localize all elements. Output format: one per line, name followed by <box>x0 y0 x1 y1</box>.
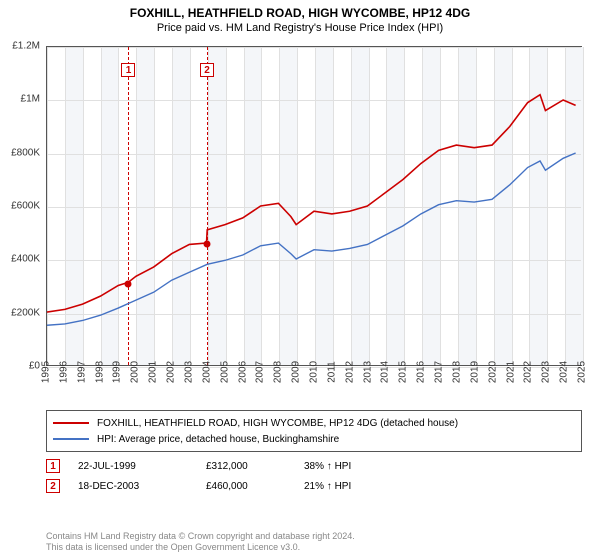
y-tick-label: £400K <box>11 254 40 265</box>
transaction-marker-icon: 2 <box>46 479 60 493</box>
transaction-table: 1 22-JUL-1999 £312,000 38% ↑ HPI 2 18-DE… <box>46 456 582 496</box>
y-tick-label: £600K <box>11 201 40 212</box>
transaction-date: 22-JUL-1999 <box>78 461 188 472</box>
series-line-property <box>47 95 576 312</box>
transaction-dot-icon <box>204 241 211 248</box>
transaction-row: 2 18-DEC-2003 £460,000 21% ↑ HPI <box>46 476 582 496</box>
y-tick-label: £1.2M <box>12 41 40 52</box>
series-line-hpi <box>47 153 576 325</box>
y-tick-label: £800K <box>11 147 40 158</box>
title-block: FOXHILL, HEATHFIELD ROAD, HIGH WYCOMBE, … <box>0 0 600 36</box>
legend: FOXHILL, HEATHFIELD ROAD, HIGH WYCOMBE, … <box>46 410 582 452</box>
chart-title: FOXHILL, HEATHFIELD ROAD, HIGH WYCOMBE, … <box>10 6 590 20</box>
plot-area: 12 <box>46 46 582 366</box>
legend-swatch-hpi <box>53 438 89 440</box>
footer-line-2: This data is licensed under the Open Gov… <box>46 542 582 554</box>
transaction-marker-icon: 1 <box>121 63 135 77</box>
gridline-v <box>583 47 584 365</box>
transaction-price: £460,000 <box>206 481 286 492</box>
legend-item-hpi: HPI: Average price, detached house, Buck… <box>53 431 575 447</box>
transaction-price: £312,000 <box>206 461 286 472</box>
transaction-vs-hpi: 38% ↑ HPI <box>304 461 404 472</box>
y-tick-label: £1M <box>21 94 40 105</box>
footer-line-1: Contains HM Land Registry data © Crown c… <box>46 531 582 543</box>
transaction-marker-icon: 2 <box>200 63 214 77</box>
y-tick-label: £200K <box>11 307 40 318</box>
chart-subtitle: Price paid vs. HM Land Registry's House … <box>10 22 590 34</box>
y-tick-label: £0 <box>29 361 40 372</box>
chart-container: FOXHILL, HEATHFIELD ROAD, HIGH WYCOMBE, … <box>0 0 600 560</box>
footer: Contains HM Land Registry data © Crown c… <box>46 531 582 554</box>
legend-label-hpi: HPI: Average price, detached house, Buck… <box>97 434 339 445</box>
transaction-row: 1 22-JUL-1999 £312,000 38% ↑ HPI <box>46 456 582 476</box>
transaction-marker-icon: 1 <box>46 459 60 473</box>
legend-item-property: FOXHILL, HEATHFIELD ROAD, HIGH WYCOMBE, … <box>53 415 575 431</box>
transaction-vs-hpi: 21% ↑ HPI <box>304 481 404 492</box>
y-axis: £0£200K£400K£600K£800K£1M£1.2M <box>0 46 44 366</box>
legend-label-property: FOXHILL, HEATHFIELD ROAD, HIGH WYCOMBE, … <box>97 418 458 429</box>
transaction-dot-icon <box>125 280 132 287</box>
transaction-date: 18-DEC-2003 <box>78 481 188 492</box>
series-svg <box>47 47 581 365</box>
legend-swatch-property <box>53 422 89 424</box>
x-axis: 1995199619971998199920002001200220032004… <box>46 368 582 412</box>
